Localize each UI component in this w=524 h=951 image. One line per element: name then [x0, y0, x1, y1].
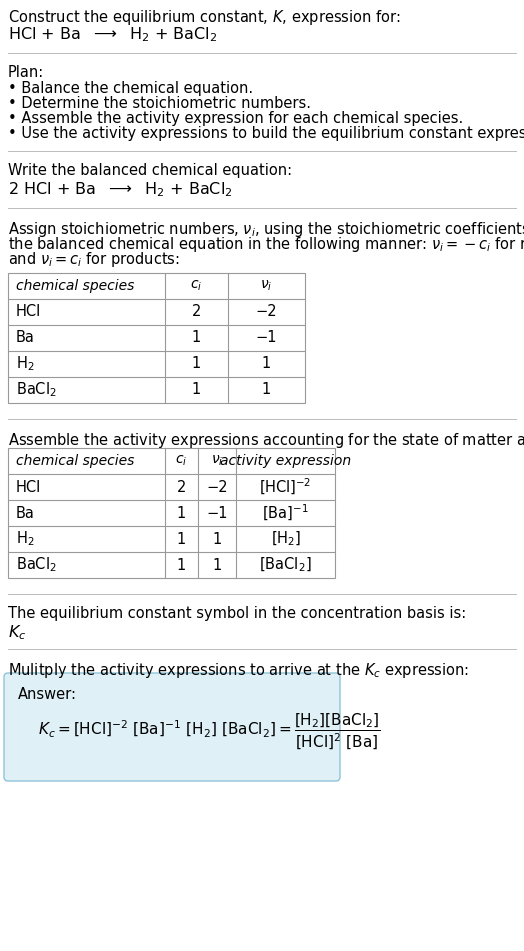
FancyBboxPatch shape [8, 273, 305, 403]
Text: −1: −1 [206, 506, 228, 520]
Text: 1: 1 [177, 532, 186, 547]
Text: the balanced chemical equation in the following manner: $\nu_i = -c_i$ for react: the balanced chemical equation in the fo… [8, 235, 524, 254]
Text: 1: 1 [262, 382, 271, 398]
Text: [BaCl$_2$]: [BaCl$_2$] [259, 555, 312, 574]
Text: BaCl$_2$: BaCl$_2$ [16, 380, 57, 399]
Text: • Determine the stoichiometric numbers.: • Determine the stoichiometric numbers. [8, 96, 311, 111]
Text: Write the balanced chemical equation:: Write the balanced chemical equation: [8, 163, 292, 178]
Text: [Ba]$^{-1}$: [Ba]$^{-1}$ [262, 503, 309, 523]
Text: 2: 2 [192, 304, 201, 320]
Text: $\nu_i$: $\nu_i$ [211, 454, 223, 468]
Text: $\nu_i$: $\nu_i$ [260, 279, 272, 293]
Text: HCl + Ba  $\longrightarrow$  H$_2$ + BaCl$_2$: HCl + Ba $\longrightarrow$ H$_2$ + BaCl$… [8, 25, 217, 44]
Text: The equilibrium constant symbol in the concentration basis is:: The equilibrium constant symbol in the c… [8, 606, 466, 621]
Text: Assign stoichiometric numbers, $\nu_i$, using the stoichiometric coefficients, $: Assign stoichiometric numbers, $\nu_i$, … [8, 220, 524, 239]
Text: 1: 1 [212, 557, 222, 573]
Text: HCl: HCl [16, 479, 41, 495]
Text: Answer:: Answer: [18, 687, 77, 702]
Text: $K_c = [\mathrm{HCl}]^{-2}\ [\mathrm{Ba}]^{-1}\ [\mathrm{H_2}]\ [\mathrm{BaCl_2}: $K_c = [\mathrm{HCl}]^{-2}\ [\mathrm{Ba}… [38, 711, 381, 751]
Text: H$_2$: H$_2$ [16, 355, 35, 374]
Text: 1: 1 [212, 532, 222, 547]
Text: activity expression: activity expression [220, 454, 351, 468]
Text: 1: 1 [262, 357, 271, 372]
FancyBboxPatch shape [8, 448, 335, 578]
Text: BaCl$_2$: BaCl$_2$ [16, 555, 57, 574]
Text: 1: 1 [192, 331, 201, 345]
Text: Plan:: Plan: [8, 65, 44, 80]
Text: 2 HCl + Ba  $\longrightarrow$  H$_2$ + BaCl$_2$: 2 HCl + Ba $\longrightarrow$ H$_2$ + BaC… [8, 180, 233, 199]
Text: chemical species: chemical species [16, 279, 134, 293]
Text: −1: −1 [256, 331, 277, 345]
Text: 1: 1 [177, 506, 186, 520]
Text: Ba: Ba [16, 331, 35, 345]
Text: 1: 1 [177, 557, 186, 573]
Text: $c_i$: $c_i$ [190, 279, 203, 293]
Text: Assemble the activity expressions accounting for the state of matter and $\nu_i$: Assemble the activity expressions accoun… [8, 431, 524, 450]
Text: HCl: HCl [16, 304, 41, 320]
Text: −2: −2 [256, 304, 277, 320]
FancyBboxPatch shape [4, 673, 340, 781]
Text: • Assemble the activity expression for each chemical species.: • Assemble the activity expression for e… [8, 111, 463, 126]
Text: −2: −2 [206, 479, 228, 495]
Text: 1: 1 [192, 357, 201, 372]
Text: $K_c$: $K_c$ [8, 623, 26, 642]
Text: • Use the activity expressions to build the equilibrium constant expression.: • Use the activity expressions to build … [8, 126, 524, 141]
Text: 2: 2 [177, 479, 186, 495]
Text: $c_i$: $c_i$ [176, 454, 188, 468]
Text: Mulitply the activity expressions to arrive at the $K_c$ expression:: Mulitply the activity expressions to arr… [8, 661, 469, 680]
Text: and $\nu_i = c_i$ for products:: and $\nu_i = c_i$ for products: [8, 250, 180, 269]
Text: [H$_2$]: [H$_2$] [270, 530, 300, 548]
Text: [HCl]$^{-2}$: [HCl]$^{-2}$ [259, 477, 312, 497]
Text: • Balance the chemical equation.: • Balance the chemical equation. [8, 81, 253, 96]
Text: chemical species: chemical species [16, 454, 134, 468]
Text: Construct the equilibrium constant, $K$, expression for:: Construct the equilibrium constant, $K$,… [8, 8, 401, 27]
Text: H$_2$: H$_2$ [16, 530, 35, 549]
Text: 1: 1 [192, 382, 201, 398]
Text: Ba: Ba [16, 506, 35, 520]
